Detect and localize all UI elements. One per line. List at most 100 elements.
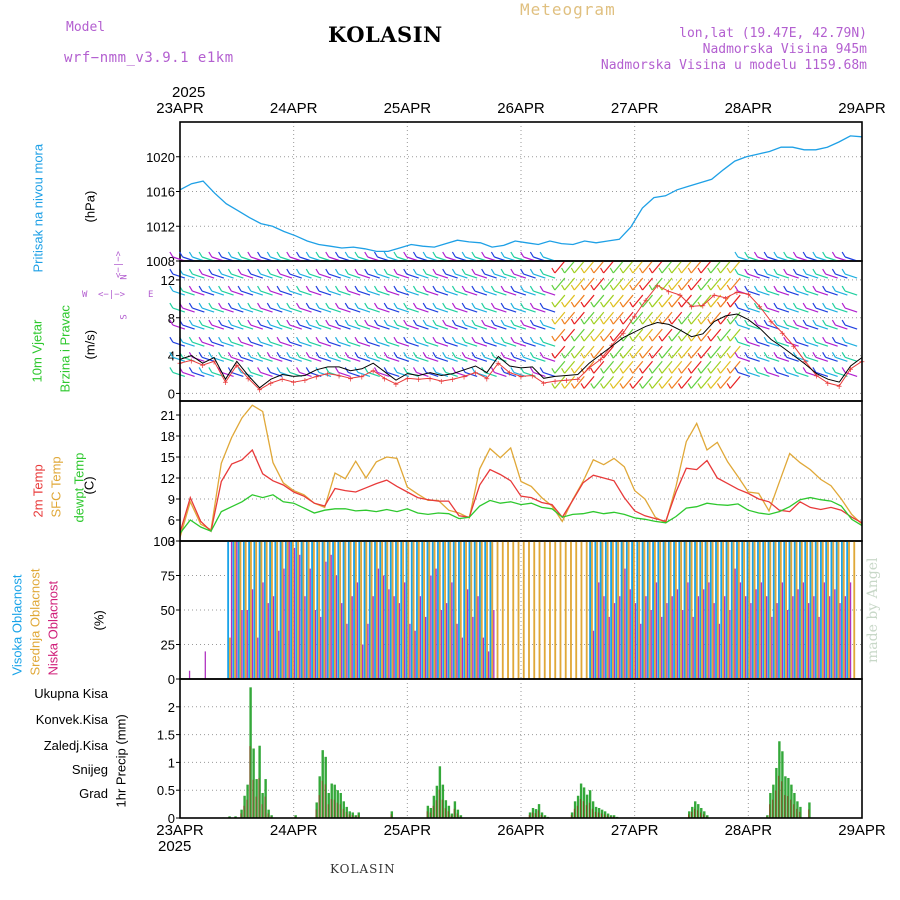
wind-barb-flag xyxy=(490,336,495,343)
wind-barb-shaft xyxy=(425,290,439,296)
wind-barb-shaft xyxy=(464,341,478,347)
wind-barb-shaft xyxy=(622,260,634,274)
cloud-high-bar xyxy=(363,541,366,679)
wind-gust-mark: + xyxy=(393,380,399,391)
wind-barb-shaft xyxy=(786,371,799,377)
wind-barb-shaft xyxy=(523,341,536,347)
cloud-mid-bar xyxy=(580,541,583,679)
wind-barb xyxy=(266,367,283,377)
wind-barb-shaft xyxy=(309,341,322,347)
precip-conv-bar xyxy=(588,802,590,818)
wind-barb xyxy=(841,285,858,296)
wind-barb xyxy=(179,367,195,377)
wind-barb-flag xyxy=(648,352,653,359)
wind-barb-shaft xyxy=(435,256,449,262)
wind-barb-flag xyxy=(539,336,544,343)
wind-barb-shaft xyxy=(815,290,829,296)
wind-barb xyxy=(570,328,585,342)
wind-barb-flag xyxy=(629,352,634,359)
wind-barb xyxy=(490,351,507,362)
cloud-low-bar xyxy=(393,596,395,679)
wind-barb xyxy=(179,336,195,347)
wind-barb-flag xyxy=(451,302,456,309)
wind-barb-flag xyxy=(403,319,408,326)
cloud-high-bar xyxy=(846,541,849,679)
precip-total-bar xyxy=(222,817,225,818)
wind-barb-shaft xyxy=(815,256,829,262)
precip-total-bar xyxy=(432,795,436,818)
wind-barb-shaft xyxy=(757,341,770,347)
wind-barb-flag xyxy=(422,367,427,373)
wind-barb xyxy=(412,285,429,296)
cloud-mid-bar xyxy=(396,541,399,679)
wind-barb-flag xyxy=(561,383,566,389)
wind-barb xyxy=(198,251,215,262)
precip-conv-bar xyxy=(234,817,236,818)
cloud-low-bar xyxy=(493,610,495,679)
wind-barb-shaft xyxy=(776,256,790,262)
y-tick-label: 1020 xyxy=(146,150,175,165)
wind-barb xyxy=(520,302,536,313)
wind-barb-shaft xyxy=(671,328,683,342)
wind-barb-shaft xyxy=(338,371,351,377)
wind-barb-flag xyxy=(520,336,525,343)
wind-barb-shaft xyxy=(484,324,497,330)
wind-barb-shaft xyxy=(681,277,692,291)
wind-barb-shaft xyxy=(542,290,556,296)
wind-barb xyxy=(529,285,546,296)
wind-barb xyxy=(792,367,809,377)
wind-barb-flag xyxy=(451,251,456,258)
precip-total-bar xyxy=(354,815,357,818)
cloud-mid-bar xyxy=(606,541,609,679)
wind-gust-mark: + xyxy=(677,291,683,302)
bottom-x-tick-label: 23APR xyxy=(156,822,204,839)
wind-barb-shaft xyxy=(690,360,702,374)
wind-barb xyxy=(773,268,790,279)
wind-barb xyxy=(442,351,458,362)
wind-barb-flag xyxy=(510,251,515,258)
wind-barb-flag xyxy=(188,319,193,326)
wind-barb xyxy=(247,268,264,279)
wind-barb xyxy=(831,302,848,313)
wind-barb xyxy=(529,351,546,362)
wind-barb-flag xyxy=(716,267,721,274)
wind-barb-flag xyxy=(510,319,515,326)
cloud-low-bar xyxy=(325,561,327,679)
wind-barb xyxy=(822,285,838,296)
wind-barb-shaft xyxy=(231,371,244,377)
wind-barb xyxy=(403,336,419,347)
precip-total-bar xyxy=(228,816,231,818)
wind-barb-shaft xyxy=(357,371,371,377)
wind-barb-flag xyxy=(500,351,505,358)
wind-barb-shaft xyxy=(182,256,195,262)
wind-barb-flag xyxy=(451,268,456,275)
wind-gust-mark: + xyxy=(188,356,194,367)
wind-barb-shaft xyxy=(583,345,595,359)
cloud-mid-bar xyxy=(554,541,557,679)
wind-barb-flag xyxy=(529,367,534,373)
wind-barb-shaft xyxy=(720,345,731,359)
precip-conv-bar xyxy=(249,746,251,818)
wind-barb-shaft xyxy=(240,371,254,377)
wind-barb xyxy=(716,277,731,291)
wind-barb-flag xyxy=(687,335,692,342)
wind-barb-flag xyxy=(471,302,476,309)
wind-barb-flag xyxy=(529,302,534,309)
wind-barb xyxy=(257,302,273,313)
wind-barb-shaft xyxy=(464,371,478,377)
wind-barb-flag xyxy=(812,285,817,292)
wind-barb-shaft xyxy=(710,376,722,389)
wind-barb-shaft xyxy=(211,356,225,362)
wind-barb-shaft xyxy=(661,360,673,374)
cloud-high-bar xyxy=(641,541,644,679)
wind-barb-shaft xyxy=(455,324,468,330)
wind-barb xyxy=(697,376,712,389)
wind-barb-shaft xyxy=(240,290,254,296)
wind-barb-shaft xyxy=(835,341,848,347)
wind-barb xyxy=(315,336,332,347)
wind-barb xyxy=(590,260,605,274)
wind-barb xyxy=(763,351,780,362)
wind-barb-shaft xyxy=(416,307,429,313)
wind-barb-shaft xyxy=(737,341,751,347)
